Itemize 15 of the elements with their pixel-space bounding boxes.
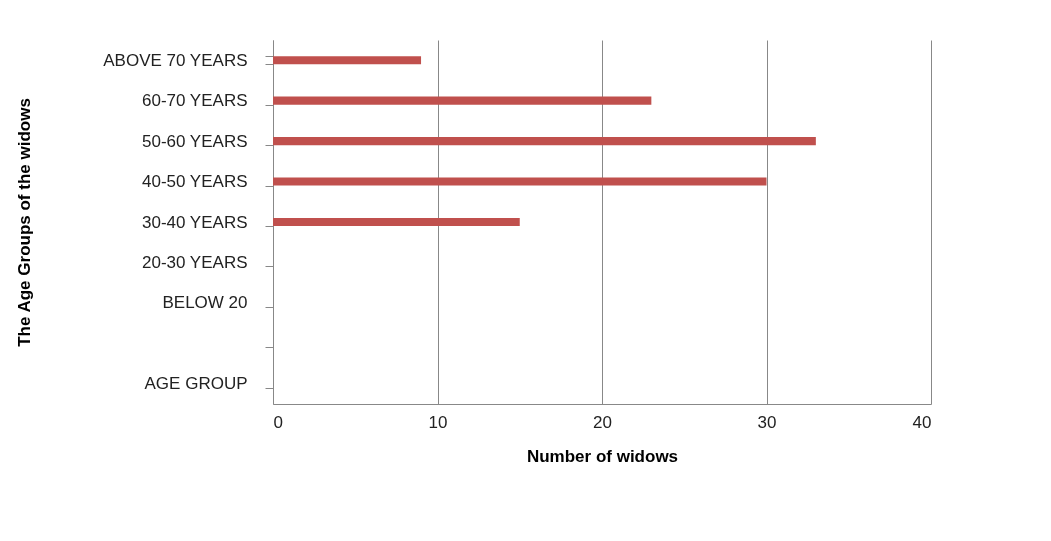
- x-tick-label: 10: [428, 412, 448, 432]
- y-tick-label: 40-50 YEARS: [141, 172, 248, 192]
- x-axis-title: Number of widows: [526, 446, 679, 466]
- y-axis-title: The Age Groups of the widows: [14, 98, 34, 347]
- y-tick-label: 20-30 YEARS: [141, 252, 248, 272]
- x-tick-label: 0: [273, 412, 283, 432]
- y-tick-label: AGE GROUP: [144, 374, 248, 394]
- y-tick-label: 60-70 YEARS: [141, 91, 248, 111]
- x-tick-label: 30: [757, 412, 777, 432]
- y-tick-label: 30-40 YEARS: [141, 212, 248, 232]
- x-tick-label: 20: [593, 412, 612, 432]
- y-tick-label: BELOW 20: [162, 293, 248, 313]
- y-tick-label: 50-60 YEARS: [141, 131, 248, 151]
- x-tick-label: 40: [912, 412, 932, 432]
- y-tick-label: ABOVE 70 YEARS: [103, 50, 248, 70]
